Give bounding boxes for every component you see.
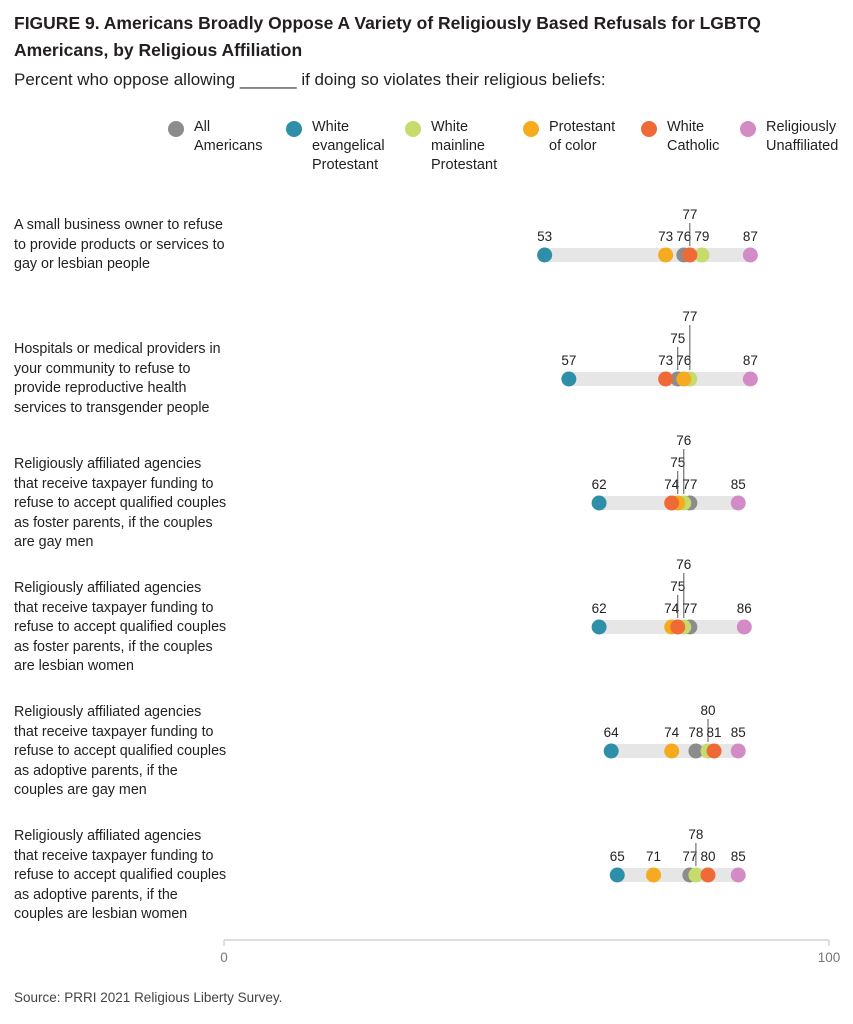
data-point [688, 743, 704, 759]
data-point [688, 867, 704, 883]
data-point [730, 495, 746, 511]
data-label: 73 [658, 353, 673, 368]
data-label: 64 [604, 725, 620, 740]
data-label: 75 [670, 331, 685, 346]
data-label: 86 [737, 601, 752, 616]
chart-title: FIGURE 9. Americans Broadly Oppose A Var… [14, 13, 761, 60]
data-label: 77 [682, 477, 697, 492]
data-label: 85 [731, 725, 746, 740]
data-point [694, 247, 710, 263]
x-tick-label: 0 [220, 950, 228, 965]
data-point [730, 867, 746, 883]
data-label: 87 [743, 229, 758, 244]
data-label: 76 [676, 557, 691, 572]
data-label: 74 [664, 477, 680, 492]
data-point [609, 867, 625, 883]
data-point [646, 867, 662, 883]
data-label: 73 [658, 229, 673, 244]
legend: All Americans White evangelical Protesta… [0, 118, 853, 178]
data-point [676, 371, 692, 387]
data-point [537, 247, 553, 263]
legend-swatch [523, 121, 539, 137]
data-label: 75 [670, 455, 685, 470]
row-label-hospitals: Hospitals or medical providers in your c… [14, 341, 221, 416]
source-note: Source: PRRI 2021 Religious Liberty Surv… [14, 990, 283, 1005]
row-label-foster-lesbian-women: Religiously affiliated agencies that rec… [14, 580, 227, 674]
data-label: 53 [537, 229, 552, 244]
data-label: 80 [700, 703, 715, 718]
data-label: 71 [646, 849, 661, 864]
legend-swatch [405, 121, 421, 137]
data-point [736, 619, 752, 635]
data-label: 76 [676, 433, 691, 448]
data-point [561, 371, 577, 387]
data-label: 87 [743, 353, 758, 368]
data-point [742, 247, 758, 263]
legend-swatch [286, 121, 302, 137]
data-point [670, 619, 686, 635]
legend-label: White mainline Protestant [431, 119, 498, 173]
data-label: 62 [592, 601, 607, 616]
data-label: 85 [731, 849, 746, 864]
data-label: 65 [610, 849, 625, 864]
legend-label: White evangelical Protestant [312, 119, 385, 173]
row-label-small-business: A small business owner to refuse to prov… [14, 217, 225, 272]
data-label: 78 [688, 725, 703, 740]
data-label: 77 [682, 601, 697, 616]
legend-swatch [641, 121, 657, 137]
data-label: 75 [670, 579, 685, 594]
x-tick-label: 100 [818, 950, 841, 965]
data-label: 77 [682, 207, 697, 222]
data-point [591, 495, 607, 511]
data-label: 77 [682, 309, 697, 324]
data-label: 80 [700, 849, 715, 864]
data-label: 77 [682, 849, 697, 864]
row-label-adoptive-gay-men: Religiously affiliated agencies that rec… [14, 704, 227, 798]
legend-label: Religiously Unaffiliated [766, 119, 839, 154]
data-point [591, 619, 607, 635]
data-label: 74 [664, 601, 680, 616]
data-point [664, 495, 680, 511]
legend-label: All Americans [194, 119, 263, 154]
legend-label: Protestant of color [549, 119, 616, 154]
data-label: 74 [664, 725, 680, 740]
legend-swatch [168, 121, 184, 137]
data-point [706, 743, 722, 759]
data-label: 79 [694, 229, 709, 244]
data-point [742, 371, 758, 387]
chart-subtitle: Percent who oppose allowing ______ if do… [14, 70, 606, 89]
data-point [658, 247, 674, 263]
data-label: 57 [561, 353, 576, 368]
data-point [603, 743, 619, 759]
data-point [730, 743, 746, 759]
data-point [700, 867, 716, 883]
legend-label: White Catholic [667, 119, 720, 154]
data-label: 76 [676, 353, 691, 368]
data-point [658, 371, 674, 387]
data-label: 76 [676, 229, 691, 244]
data-point [664, 743, 680, 759]
legend-swatch [740, 121, 756, 137]
row-label-adoptive-lesbian-women: Religiously affiliated agencies that rec… [14, 828, 227, 922]
data-label: 78 [688, 827, 703, 842]
data-point [682, 247, 698, 263]
data-label: 85 [731, 477, 746, 492]
data-label: 62 [592, 477, 607, 492]
row-label-foster-gay-men: Religiously affiliated agencies that rec… [14, 456, 227, 550]
data-label: 81 [707, 725, 722, 740]
